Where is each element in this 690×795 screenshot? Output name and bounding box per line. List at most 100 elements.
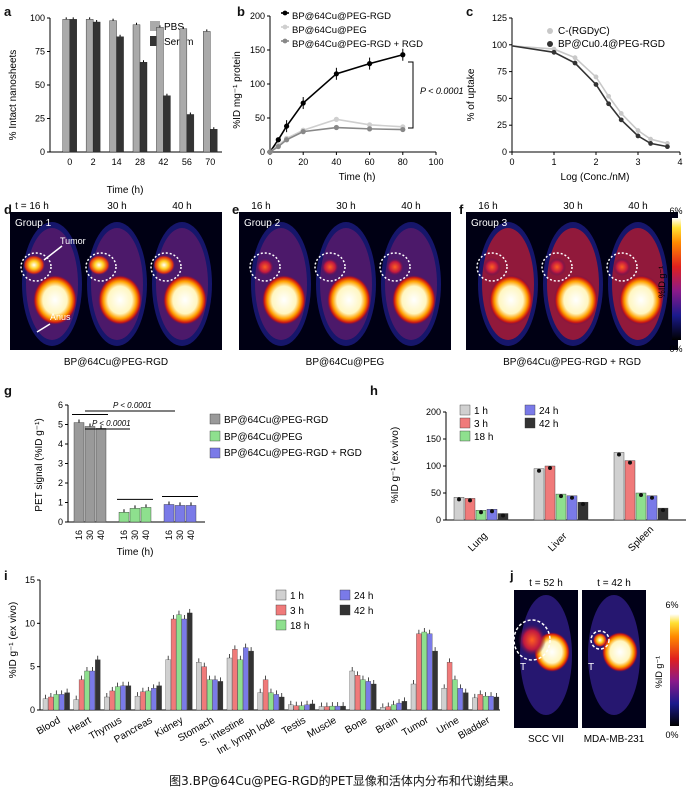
figure-canvas: % Intact nanosheets Time (h) PBS Serum 0… [8,10,686,757]
pet-d-time-2: 40 h [172,201,191,212]
chart-b-point-1-5 [367,122,373,128]
chart-b-xtick-label-5: 100 [428,157,443,167]
chart-g-legend-2: BP@64Cu@PEG-RGD + RGD [224,448,362,459]
chart-i-legend-swatch-4 [339,604,351,616]
pet-e-mouse-0-tumor [256,258,274,276]
chart-c-point-1-3 [593,82,599,87]
pet-f-mouse-2-tumor-circle [606,252,638,282]
chart-g-bar-1-1 [129,508,141,523]
chart-h-dot-0-3 [490,509,494,514]
chart-i-bar-12-3 [427,633,433,711]
chart-b-legend-2: BP@64Cu@PEG-RGD + RGD [292,39,423,50]
chart-i-bar-4-2 [176,614,182,711]
chart-a: % Intact nanosheets Time (h) PBS Serum 0… [8,13,222,196]
pet-f-mouse-0-tumor-circle [476,252,508,282]
chart-h-bar-2-1 [624,460,636,521]
chart-g-bar-0-1 [84,426,96,523]
chart-i-xtick-10: Bone [343,715,369,736]
chart-g-ytick-label-3: 3 [58,459,63,469]
pet-j-image-1-tumor-circle [590,630,610,650]
chart-c-point-0-3 [593,74,599,80]
chart-h-dot-2-1 [628,460,632,465]
chart-i-bar-9-4 [340,705,346,711]
chart-i-bar-12-1 [416,633,422,711]
pet-e-time-0: 16 h [251,201,270,212]
pet-j-image-1-tumor [593,633,607,647]
chart-b-legend-1: BP@64Cu@PEG [292,25,367,36]
chart-i-bar-7-3 [273,694,280,711]
pet-f-time-2: 40 h [628,201,647,212]
pet-e-mouse-2-tumor [386,258,404,276]
chart-i-bar-13-3 [457,688,464,711]
chart-i-bar-0-3 [59,694,65,711]
chart-g-ytick-label-6: 6 [58,400,63,410]
chart-c: % of uptake Log (Conc./nM) C-(RGDyC) BP@… [466,13,683,183]
chart-b-point-2-6 [400,126,406,133]
pet-e-mouse-1-liver [327,275,371,325]
chart-g-legend-0: BP@64Cu@PEG-RGD [224,415,328,426]
chart-b-point-2-1 [275,143,281,150]
pet-f-mouse-1-liver [554,275,598,325]
chart-a-xtick-label-1: 2 [91,157,96,167]
chart-a-ytick-label-3: 75 [35,47,45,57]
chart-g-xlabel: Time (h) [117,547,154,558]
chart-h-legend-swatch-0 [459,404,471,416]
chart-c-xtick-label-1: 1 [551,157,556,167]
chart-a-xtick-label-6: 70 [205,157,215,167]
pet-j-image-0-time: t = 52 h [529,578,563,589]
chart-i-legend-swatch-3 [339,589,351,601]
chart-b-point-2-3 [300,129,306,135]
chart-a-bar-pbs-0 [62,19,70,153]
chart-h-ytick-label-4: 200 [426,407,441,417]
panel-letter-j: j [510,568,514,583]
pet-d-caption: BP@64Cu@PEG-RGD [64,357,168,368]
pet-colorbar-unit: %ID g⁻¹ [657,266,667,298]
chart-i-bar-1-0 [73,699,79,711]
pet-j-colorbar [670,614,679,726]
chart-b-xlabel: Time (h) [339,172,376,183]
chart-h-dot-1-1 [548,466,552,470]
chart-h-dot-2-0 [617,452,621,457]
chart-i-bar-5-1 [201,666,207,711]
pet-d-anus-label: Anus [50,312,71,322]
chart-g-bar-2-2 [185,505,197,523]
chart-g-ytick-label-2: 2 [58,478,63,488]
chart-a-ytick-label-1: 25 [35,114,45,124]
pet-d-time-1: 30 h [107,201,126,212]
chart-i-bar-9-2 [329,705,335,711]
pet-f-mouse-0-tumor [483,258,501,276]
chart-g-xtick-2-0: 16 [164,530,174,540]
chart-g-bar-2-1 [174,505,186,523]
chart-i-xtick-0: Blood [35,715,63,737]
chart-i-bar-1-3 [89,670,96,711]
chart-g-xtick-0-0: 16 [74,530,84,540]
chart-c-xtick-label-3: 3 [635,157,640,167]
chart-a-ylabel: % Intact nanosheets [8,50,19,141]
chart-a-bar-serum-5 [186,114,195,153]
chart-i-bar-13-2 [452,679,458,711]
chart-a-ytick-label-2: 50 [35,80,45,90]
chart-h-dot-1-3 [570,495,574,500]
pet-d-mouse-2-tumor [153,255,175,275]
chart-c-curve-0 [511,45,668,145]
chart-g-pvalue-1: P < 0.0001 [113,401,152,410]
pet-d-mouse-2-tumor-circle [150,252,182,282]
chart-g-xtick-0-1: 30 [85,530,95,540]
chart-i-bar-7-4 [279,696,285,711]
pet-d-mouse-1-tumor [88,255,110,275]
chart-a-bar-pbs-2 [109,20,117,153]
pet-j-image-1-label: MDA-MB-231 [584,734,645,745]
chart-a-ytick-label-4: 100 [30,13,45,23]
pet-colorbar [672,218,681,340]
chart-i-legend-0: 1 h [290,591,304,602]
chart-c-point-0-2 [572,55,578,61]
chart-c-point-1-7 [648,141,653,146]
chart-c-ytick-label-1: 25 [497,120,507,130]
chart-i-bar-14-2 [482,695,489,711]
chart-i-bar-5-3 [212,679,218,711]
chart-a-bar-serum-1 [92,21,101,153]
chart-i-bar-12-4 [432,650,438,711]
chart-i-bar-0-2 [53,694,59,711]
chart-g-bar-2-0 [163,504,175,523]
chart-i-xtick-12: Tumor [400,715,431,739]
